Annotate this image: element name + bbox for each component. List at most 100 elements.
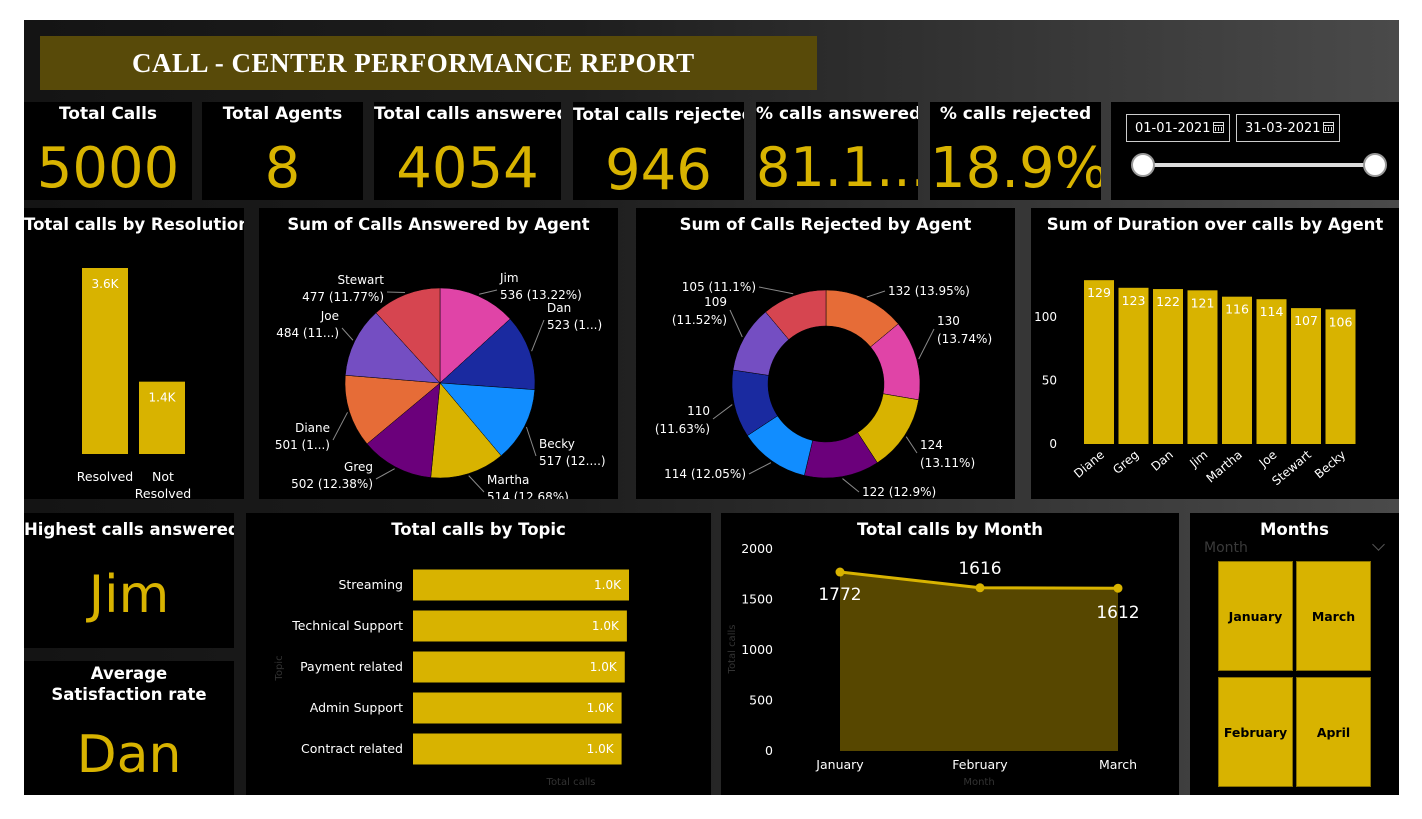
data-label: 129 (1087, 285, 1111, 300)
slice-name-label: Martha (487, 473, 529, 487)
kpi-title: % calls rejected (939, 104, 1092, 124)
x-tick-label: Martha (1204, 448, 1245, 486)
chevron-down-icon[interactable] (1372, 538, 1385, 551)
month-tile-april[interactable]: April (1296, 677, 1371, 787)
kpi-total-answered[interactable]: Total calls answered 4054 (374, 102, 561, 200)
data-label: 1.0K (587, 742, 615, 756)
date-slider-end-handle[interactable] (1363, 153, 1387, 177)
duration-by-agent-chart: Sum of Duration over calls by Agent 0 50 1… (1031, 208, 1399, 499)
bar (413, 569, 629, 601)
data-label: 106 (1329, 314, 1353, 329)
slice-value-label: 114 (12.05%) (664, 467, 746, 481)
calendar-icon[interactable] (1323, 122, 1334, 133)
data-label: 114 (1260, 304, 1284, 319)
y-tick-label: 500 (749, 693, 773, 708)
leader-line (758, 286, 794, 295)
pie-slice (366, 382, 441, 478)
kpi-value: 18.9% (930, 136, 1101, 200)
data-point (1113, 583, 1123, 593)
bar (1118, 287, 1149, 444)
x-tick-label: Resolved (77, 469, 133, 484)
leader-line (905, 436, 918, 454)
rejected-donut-svg: 132 (13.95%) 130 (13.74%) 124 (13.11%) 122 (1… (655, 280, 992, 499)
bar (413, 610, 627, 642)
kpi-pct-rejected[interactable]: % calls rejected 18.9% (930, 102, 1101, 200)
slice-value-label: 501 (1...) (275, 438, 330, 452)
date-slider-track[interactable] (1143, 163, 1375, 167)
end-date-value: 31-03-2021 (1245, 121, 1321, 136)
card-title: Average Satisfaction rate (51, 664, 207, 704)
y-tick-label: 0 (765, 743, 773, 758)
months-slicer: Months Month January March February Apri… (1190, 513, 1399, 795)
month-tile-february[interactable]: February (1218, 677, 1293, 787)
bar (1325, 309, 1356, 444)
kpi-total-calls[interactable]: Total Calls 5000 (24, 102, 192, 200)
slice-value-label: 502 (12.38%) (291, 477, 373, 491)
slice-value-label: 122 (12.9%) (862, 485, 936, 499)
y-tick-label: 1500 (741, 592, 773, 607)
x-tick-label: Joe (1256, 448, 1280, 471)
card-value: Dan (76, 725, 182, 785)
date-slider-start-handle[interactable] (1131, 153, 1155, 177)
report-title: CALL - CENTER PERFORMANCE REPORT (132, 47, 695, 78)
chart-title: Sum of Duration over calls by Agent (1046, 215, 1384, 234)
kpi-value: 8 (264, 136, 301, 200)
resolution-chart: Total calls by Resolution 3.6K 1.4K Resolv… (24, 208, 244, 499)
end-date-input[interactable]: 31-03-2021 (1236, 114, 1340, 142)
y-tick-label: Technical Support (291, 618, 403, 633)
y-tick-label: 2000 (741, 541, 773, 556)
data-label: 1772 (818, 585, 861, 605)
x-tick-label: Becky (1312, 448, 1348, 482)
month-area-svg: 0 500 1000 1500 2000 1772 January 1616 February 1… (727, 541, 1140, 788)
bar (413, 651, 625, 683)
data-label: 1.0K (590, 660, 618, 674)
avg-satisfaction-card[interactable]: Average Satisfaction rate Dan (24, 661, 234, 795)
slice-value-label: 477 (11.77%) (302, 290, 384, 304)
bar (1153, 289, 1183, 444)
resolution-chart-svg: 3.6K1.4KResolvedNotResolvedResolution (77, 268, 191, 499)
kpi-title: Total calls rejected (573, 105, 744, 125)
kpi-value: 4054 (396, 136, 539, 200)
leader-line (918, 328, 935, 360)
data-label: 1612 (1096, 603, 1139, 623)
slice-value-label: 132 (13.95%) (888, 284, 970, 298)
kpi-title: Total Agents (222, 104, 343, 124)
pie-slice (345, 312, 441, 384)
y-axis-title: Topic (274, 655, 285, 681)
answered-pie-svg: Jim 536 (13.22%)Dan 523 (1...) Becky 517 (12… (275, 271, 606, 499)
x-axis-title: Total calls (546, 777, 596, 788)
data-label: 122 (1156, 294, 1180, 309)
bar (1187, 290, 1218, 444)
slicer-header[interactable]: Month (1204, 540, 1248, 556)
kpi-total-rejected[interactable]: Total calls rejected 946 (573, 102, 744, 200)
calendar-icon[interactable] (1213, 122, 1224, 133)
y-axis-title: Total calls (727, 625, 738, 675)
month-chart: Total calls by Month 0 500 1000 1500 2000 177… (721, 513, 1179, 795)
data-label: 1.0K (592, 619, 620, 633)
leader-line (748, 462, 772, 475)
kpi-pct-answered[interactable]: % calls answered 81.1... (756, 102, 918, 200)
x-tick-label: January (815, 757, 864, 772)
kpi-value: 946 (605, 138, 712, 200)
bar (1084, 280, 1114, 444)
highest-answered-card[interactable]: Highest calls answered Jim (24, 513, 234, 648)
card-value: Jim (88, 565, 170, 625)
kpi-total-agents[interactable]: Total Agents 8 (202, 102, 363, 200)
y-tick-label: 0 (1049, 437, 1057, 451)
pie-slice (344, 375, 441, 445)
y-tick-label: Streaming (338, 577, 403, 592)
start-date-value: 01-01-2021 (1135, 121, 1211, 136)
leader-line (332, 412, 348, 441)
month-tile-january[interactable]: January (1218, 561, 1293, 671)
leader-line (341, 327, 354, 341)
x-tick-label: Diane (1071, 448, 1107, 481)
topic-chart: Total calls by Topic Streaming 1.0K Techni… (246, 513, 711, 795)
pie-slice (439, 318, 536, 390)
slice-value-label: 517 (12....) (539, 454, 606, 468)
rejected-by-agent-chart: Sum of Calls Rejected by Agent 132 (13.9… (636, 208, 1015, 499)
slice-value-label: 124 (13.11%) (920, 438, 975, 470)
start-date-input[interactable]: 01-01-2021 (1126, 114, 1230, 142)
slice-value-label: 536 (13.22%) (500, 288, 582, 302)
month-tile-march[interactable]: March (1296, 561, 1371, 671)
slicer-title: Months (1260, 520, 1329, 539)
